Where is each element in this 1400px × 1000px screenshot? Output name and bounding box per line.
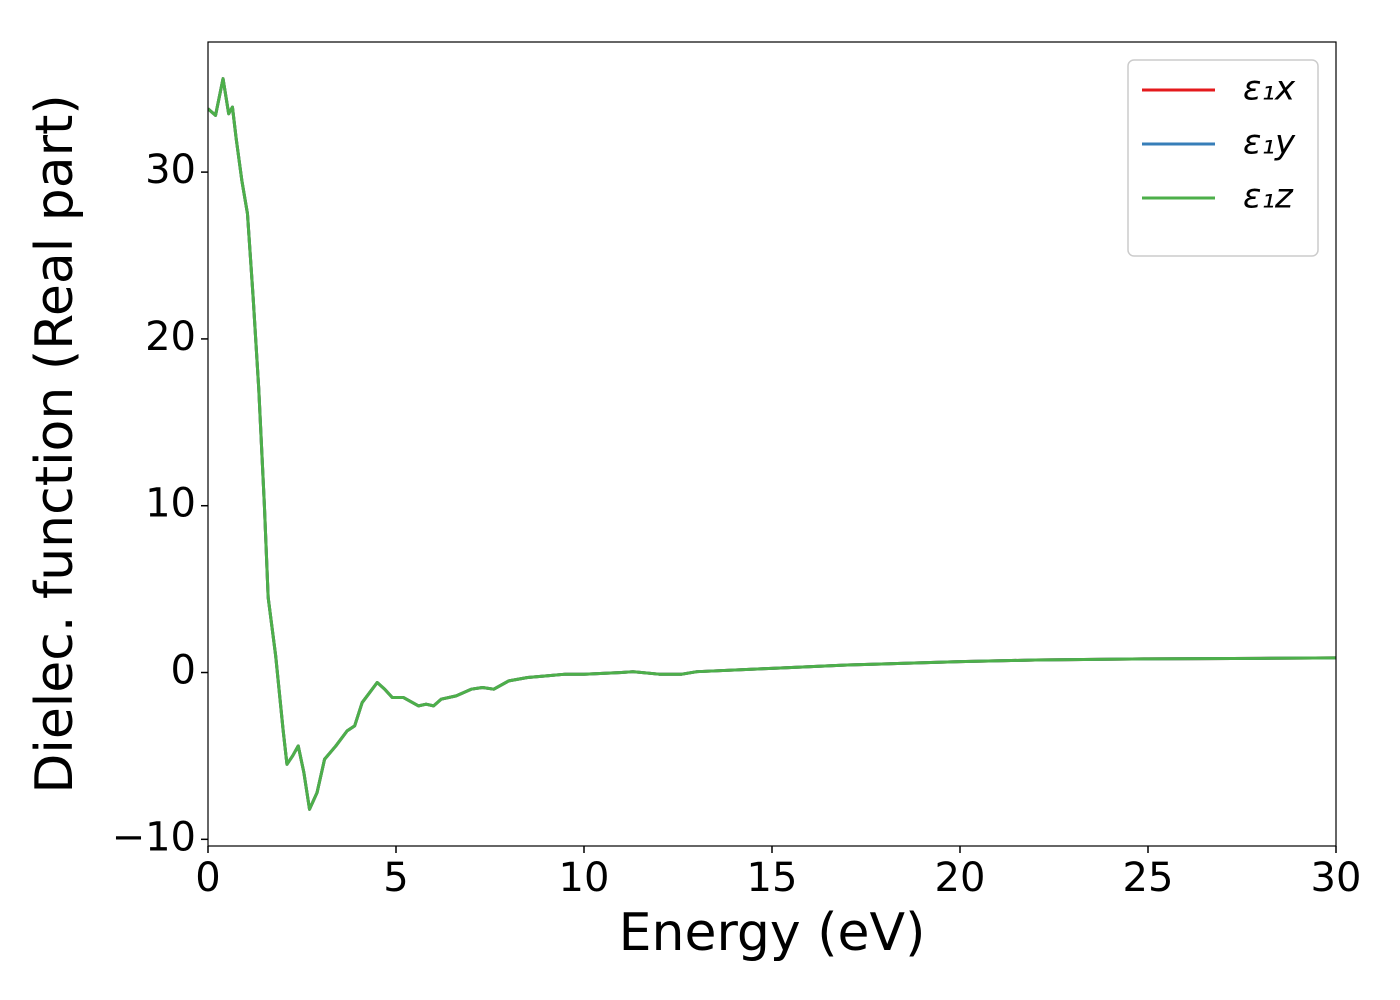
x-tick-label: 30 (1311, 855, 1362, 901)
y-tick-label: 10 (145, 481, 196, 527)
y-tick-label: 20 (145, 314, 196, 360)
x-axis-label: Energy (eV) (619, 903, 926, 963)
y-axis-label: Dielec. function (Real part) (25, 94, 85, 793)
x-tick-label: 25 (1123, 855, 1174, 901)
legend-label: ε₁x (1243, 69, 1296, 109)
legend-label: ε₁y (1243, 123, 1296, 163)
x-tick-label: 5 (383, 855, 408, 901)
legend-box (1127, 59, 1319, 257)
x-tick-label: 15 (747, 855, 798, 901)
line-series (208, 77, 1336, 811)
x-tick-label: 10 (559, 855, 610, 901)
y-tick-label: 0 (171, 648, 196, 694)
plot-frame (207, 41, 1337, 847)
y-tick-label: −10 (112, 814, 196, 860)
legend-label: ε₁z (1243, 177, 1294, 217)
y-tick-label: 30 (145, 147, 196, 193)
x-tick-label: 0 (195, 855, 220, 901)
x-tick-label: 20 (935, 855, 986, 901)
